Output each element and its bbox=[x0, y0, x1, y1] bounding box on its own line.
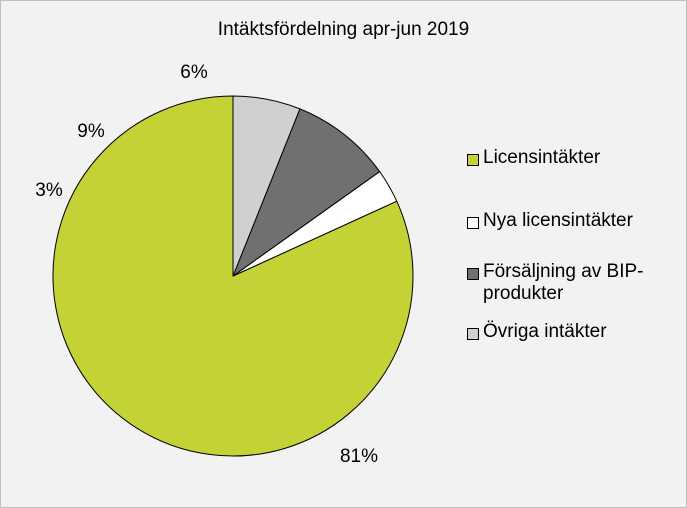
data-label-nya-licensintakter: 3% bbox=[35, 180, 63, 201]
chart-title: Intäktsfördelning apr-jun 2019 bbox=[217, 19, 470, 40]
legend-item-forsaljning-bip: Försäljning av BIP-produkter bbox=[467, 261, 657, 305]
pie-slice-ovriga-intakter bbox=[232, 95, 301, 277]
pie-slice-licensintakter bbox=[52, 95, 414, 457]
legend-label-licensintakter: Licensintäkter bbox=[483, 147, 601, 168]
legend-swatch-ovriga-intakter bbox=[467, 328, 479, 340]
legend-swatch-forsaljning-bip bbox=[467, 268, 479, 280]
legend-item-nya-licensintakter: Nya licensintäkter bbox=[467, 210, 682, 232]
chart-legend: Licensintäkter Nya licensintäkter Försäl… bbox=[467, 147, 682, 343]
legend-swatch-licensintakter bbox=[467, 154, 479, 166]
legend-item-ovriga-intakter: Övriga intäkter bbox=[467, 321, 682, 343]
legend-item-licensintakter: Licensintäkter bbox=[467, 147, 682, 169]
data-label-licensintakter: 81% bbox=[340, 446, 378, 467]
legend-swatch-nya-licensintakter bbox=[467, 217, 479, 229]
legend-label-forsaljning-bip: Försäljning av BIP-produkter bbox=[483, 261, 644, 304]
pie-slice-forsaljning-bip bbox=[232, 108, 381, 277]
data-label-forsaljning-bip: 9% bbox=[77, 121, 105, 142]
legend-label-nya-licensintakter: Nya licensintäkter bbox=[483, 210, 633, 231]
legend-label-ovriga-intakter: Övriga intäkter bbox=[483, 321, 607, 342]
data-label-ovriga-intakter: 6% bbox=[180, 62, 208, 83]
